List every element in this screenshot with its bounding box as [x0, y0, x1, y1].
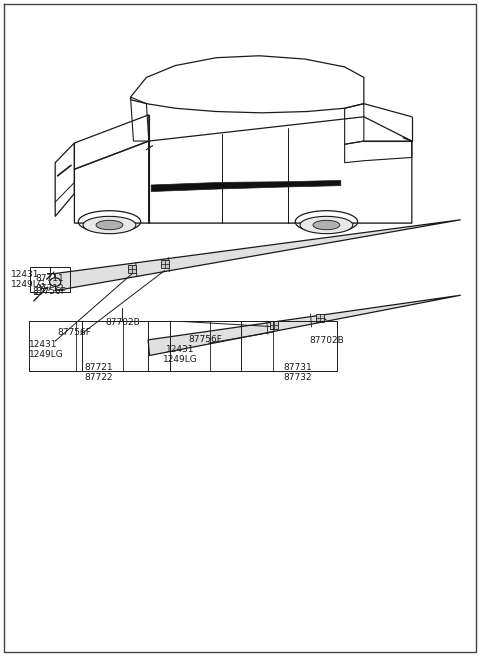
Text: 12431
1249LG: 12431 1249LG	[163, 345, 197, 364]
Bar	[270, 321, 277, 329]
Ellipse shape	[49, 278, 61, 287]
Text: 12431
1249LG: 12431 1249LG	[11, 270, 45, 289]
Text: 87702B: 87702B	[105, 318, 140, 327]
Bar	[128, 265, 136, 273]
Bar	[316, 314, 324, 321]
Polygon shape	[151, 180, 341, 192]
Text: 87731
87732: 87731 87732	[283, 363, 312, 382]
Polygon shape	[55, 220, 461, 291]
Text: 87756F: 87756F	[58, 327, 92, 337]
Text: 87756F: 87756F	[189, 335, 223, 344]
Bar	[161, 260, 168, 268]
Ellipse shape	[313, 220, 340, 230]
Ellipse shape	[83, 216, 136, 234]
Ellipse shape	[96, 220, 123, 230]
Polygon shape	[148, 295, 461, 356]
Bar	[30, 267, 70, 292]
Text: 87756F: 87756F	[33, 287, 67, 296]
Text: 12431
1249LG: 12431 1249LG	[29, 340, 63, 359]
Bar	[29, 321, 170, 371]
Text: 87721
87722: 87721 87722	[84, 363, 113, 382]
Text: 87711
87712: 87711 87712	[36, 274, 64, 293]
Text: 87702B: 87702B	[309, 336, 344, 345]
Bar	[148, 321, 337, 371]
Ellipse shape	[300, 216, 353, 234]
